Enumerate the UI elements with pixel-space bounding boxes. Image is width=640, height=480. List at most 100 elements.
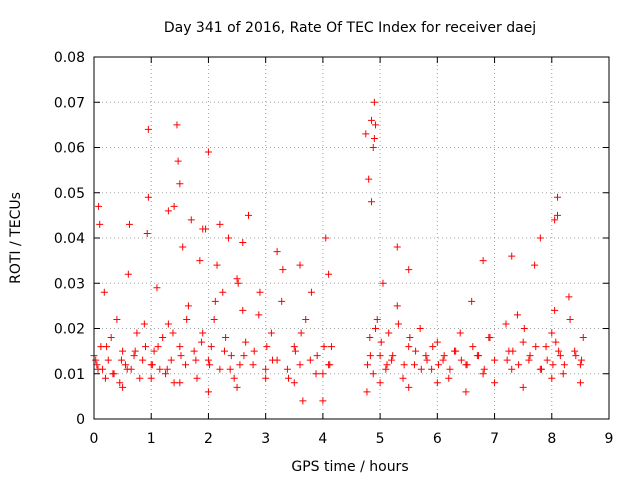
data-point [219,288,227,296]
data-point [532,343,540,351]
data-point [176,343,184,351]
data-point [222,334,230,342]
data-point [119,383,127,391]
data-point [368,116,376,124]
axis-ticks [93,56,610,420]
data-point [296,261,304,269]
data-point [290,343,298,351]
data-point [279,266,287,274]
data-point [542,343,550,351]
data-point [216,220,224,228]
data-point [549,361,557,369]
data-point [130,352,138,360]
y-tick-label: 0 [76,412,85,428]
data-point [439,356,447,364]
data-point [307,288,315,296]
data-point [204,148,212,156]
data-point [559,370,567,378]
data-point [372,121,380,129]
data-point [204,388,212,396]
data-point [462,388,470,396]
data-point [113,315,121,323]
data-point [299,397,307,405]
data-point [249,361,257,369]
data-point [508,252,516,260]
data-point [177,352,185,360]
data-point [376,379,384,387]
data-point [433,338,441,346]
data-point [262,374,270,382]
data-point [94,365,102,373]
grid-lines [94,57,609,419]
x-tick-label: 5 [376,431,385,447]
data-point [123,365,131,373]
y-tick-label: 0.08 [54,50,85,66]
data-point [364,361,372,369]
data-point [405,383,413,391]
data-point [423,356,431,364]
data-point [513,311,521,319]
data-point [576,379,584,387]
data-point [193,374,201,382]
data-point [320,343,328,351]
x-axis-tick-labels: 0 1 2 3 4 5 6 7 8 9 [90,431,614,447]
x-tick-label: 2 [204,431,213,447]
data-point [369,370,377,378]
data-point [445,374,453,382]
data-point [210,315,218,323]
data-point [100,288,108,296]
data-point [269,356,277,364]
data-point [548,329,556,337]
data-point [142,343,149,351]
data-point [262,365,270,373]
data-point [422,352,430,360]
data-point [417,365,425,373]
data-point [479,370,487,378]
data-point [124,270,132,278]
data-point [239,306,247,314]
data-point [220,347,228,355]
data-point [216,365,224,373]
data-point [236,361,244,369]
data-point [566,315,574,323]
chart-title: Day 341 of 2016, Rate Of TEC Index for r… [164,20,536,36]
data-point [394,320,402,328]
data-point [255,311,263,319]
data-point [213,261,221,269]
data-point [578,356,586,364]
data-point [148,361,156,369]
data-point [147,374,155,382]
data-point [399,374,407,382]
y-tick-label: 0.03 [54,276,85,292]
data-point [325,270,333,278]
data-point [140,320,148,328]
data-point [327,343,335,351]
data-point [156,365,164,373]
data-point [150,347,158,355]
data-point [525,356,533,364]
data-point [370,134,378,142]
data-point [393,243,401,251]
data-point [526,352,534,360]
data-point [233,383,241,391]
data-point [96,220,104,228]
data-point [479,257,487,265]
data-point [204,356,212,364]
data-point [119,347,127,355]
data-point [440,352,448,360]
data-point [198,338,206,346]
data-point [190,347,198,355]
data-point [176,379,184,387]
data-point [174,157,182,165]
data-point [227,352,235,360]
data-point [548,374,556,382]
data-point [167,356,175,364]
data-point [457,356,465,364]
data-point [233,275,241,283]
data-point [319,370,327,378]
scatter-series-roti [90,98,587,405]
data-point [187,216,195,224]
data-point [104,356,112,364]
data-point [144,125,152,133]
